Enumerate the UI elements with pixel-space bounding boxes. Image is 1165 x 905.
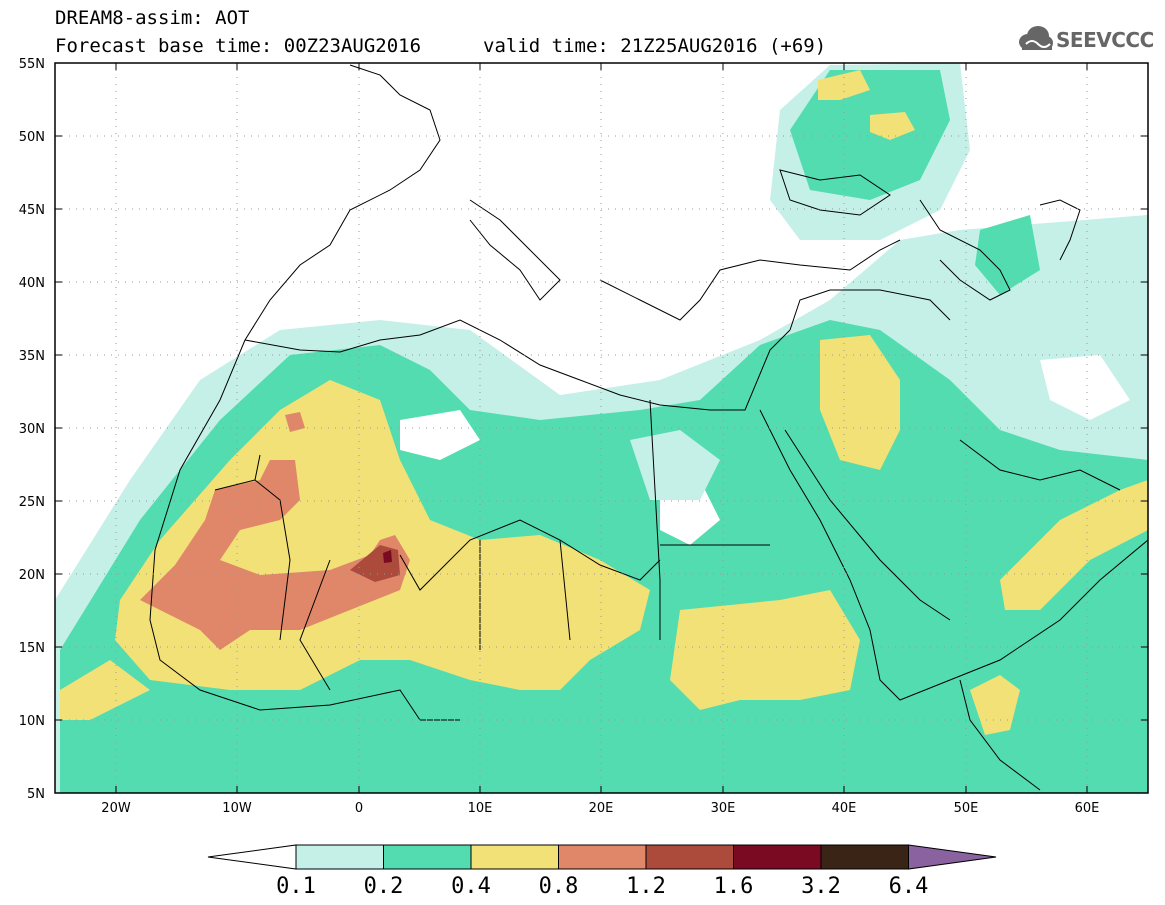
colorbar-label: 0.8 <box>539 874 579 899</box>
lon-axis: 20W 10W 0 10E 20E 30E 40E 50E 60E <box>101 801 1099 816</box>
lon-label: 50E <box>954 801 979 816</box>
colorbar-swatch <box>820 844 909 870</box>
valid-time: valid time: 21Z25AUG2016 (+69) <box>483 35 827 57</box>
colorbar-label: 0.1 <box>276 874 316 899</box>
lat-label: 25N <box>19 495 45 510</box>
colorbar-label: 1.6 <box>714 874 754 899</box>
aot-band-1.6 <box>383 550 392 563</box>
colorbar-swatch <box>558 844 647 870</box>
lat-label: 20N <box>19 568 45 583</box>
lon-label: 10W <box>222 801 252 816</box>
aot-band-0.2 <box>790 70 950 200</box>
coastlines <box>149 64 1148 791</box>
logo-text: SEEVCCC <box>1056 28 1154 52</box>
aot-band-0.4 <box>670 590 860 710</box>
lat-label: 35N <box>19 349 45 364</box>
colorbar-label: 0.4 <box>451 874 491 899</box>
lat-label: 15N <box>19 641 45 656</box>
colorbar-label: 1.2 <box>626 874 666 899</box>
lon-label: 20W <box>101 801 131 816</box>
aot-band-0.4 <box>1000 480 1148 610</box>
colorbar-label: 3.2 <box>801 874 841 899</box>
aot-band-0.4 <box>820 335 900 470</box>
colorbar-swatch <box>383 844 472 870</box>
colorbar-label: 6.4 <box>889 874 929 899</box>
colorbar-swatch <box>295 844 384 870</box>
aot-band-0.4 <box>60 660 150 720</box>
seevccc-logo: SEEVCCC <box>1018 24 1158 54</box>
lon-label: 60E <box>1075 801 1100 816</box>
lon-label: 30E <box>711 801 736 816</box>
colorbar-upper-arrow <box>908 844 997 870</box>
cloud-icon <box>1019 26 1053 50</box>
axis-ticks <box>55 62 1148 794</box>
graticule <box>55 63 1148 793</box>
colorbar-swatch <box>733 844 822 870</box>
lat-label: 50N <box>19 130 45 145</box>
colorbar-label: 0.2 <box>364 874 404 899</box>
lat-label: 30N <box>19 422 45 437</box>
lat-axis: 55N 50N 45N 40N 35N 30N 25N 20N 15N 10N … <box>19 57 45 802</box>
aot-band-0.8 <box>140 460 410 650</box>
lon-label: 10E <box>468 801 493 816</box>
aot-band-0.2 <box>975 215 1040 295</box>
lon-label: 20E <box>589 801 614 816</box>
lat-label: 5N <box>27 787 45 802</box>
chart-title: DREAM8-assim: AOT <box>55 7 250 29</box>
colorbar-swatch <box>645 844 734 870</box>
lon-label: 0 <box>355 801 363 816</box>
lat-label: 40N <box>19 276 45 291</box>
lat-label: 10N <box>19 714 45 729</box>
aot-band-0.4 <box>870 112 915 140</box>
lon-label: 40E <box>832 801 857 816</box>
forecast-base-time: Forecast base time: 00Z23AUG2016 <box>55 35 422 57</box>
colorbar-swatch <box>470 844 559 870</box>
colorbar: 0.1 0.2 0.4 0.8 1.2 1.6 3.2 6.4 <box>207 844 997 899</box>
lat-label: 55N <box>19 57 45 72</box>
lat-label: 45N <box>19 203 45 218</box>
colorbar-lower-arrow <box>207 844 297 870</box>
aot-band-0.8 <box>285 412 305 432</box>
